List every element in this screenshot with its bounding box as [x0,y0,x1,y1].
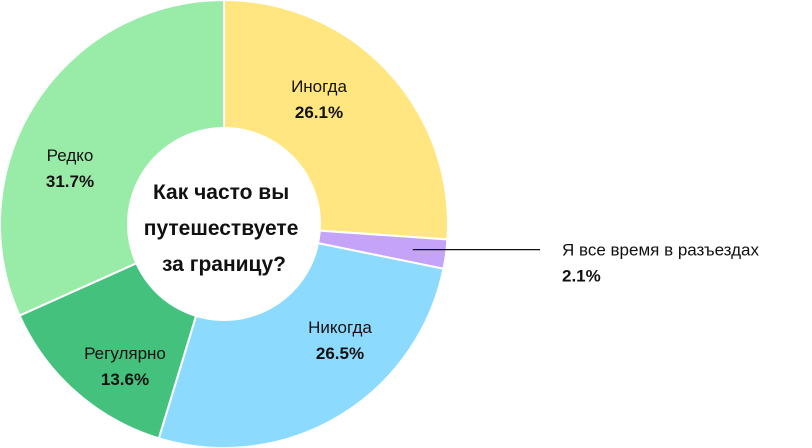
slice-value: 31.7% [46,172,94,191]
slice-label-никогда: Никогда 26.5% [308,318,372,363]
chart-title-line-2: путешествуете [144,217,299,240]
slice-name: Иногда [291,77,347,96]
slice-value: 26.1% [295,103,343,122]
slice-label-регулярно: Регулярно 13.6% [84,344,166,389]
chart-title: Как часто вы путешествуете за границу? [144,181,304,276]
slice-name: Редко [47,146,94,165]
slice-label-иногда: Иногда 26.1% [291,77,347,122]
slice-name: Регулярно [84,344,166,363]
slice-value: 2.1% [562,267,601,286]
donut-hole [127,127,321,321]
slice-labels: Иногда 26.1% Я все время в разъездах 2.1% Ни… [46,77,760,389]
slice-label-я-все-время-в-разъездах: Я все время в разъездах 2.1% [562,241,759,286]
chart-title-line-1: Как часто вы [153,181,289,204]
slice-name: Никогда [308,318,372,337]
slice-value: 26.5% [316,344,364,363]
chart-title-line-3: за границу? [162,253,286,276]
slice-value: 13.6% [101,370,149,389]
slice-name: Я все время в разъездах [562,241,759,260]
slice-label-редко: Редко 31.7% [46,146,94,191]
